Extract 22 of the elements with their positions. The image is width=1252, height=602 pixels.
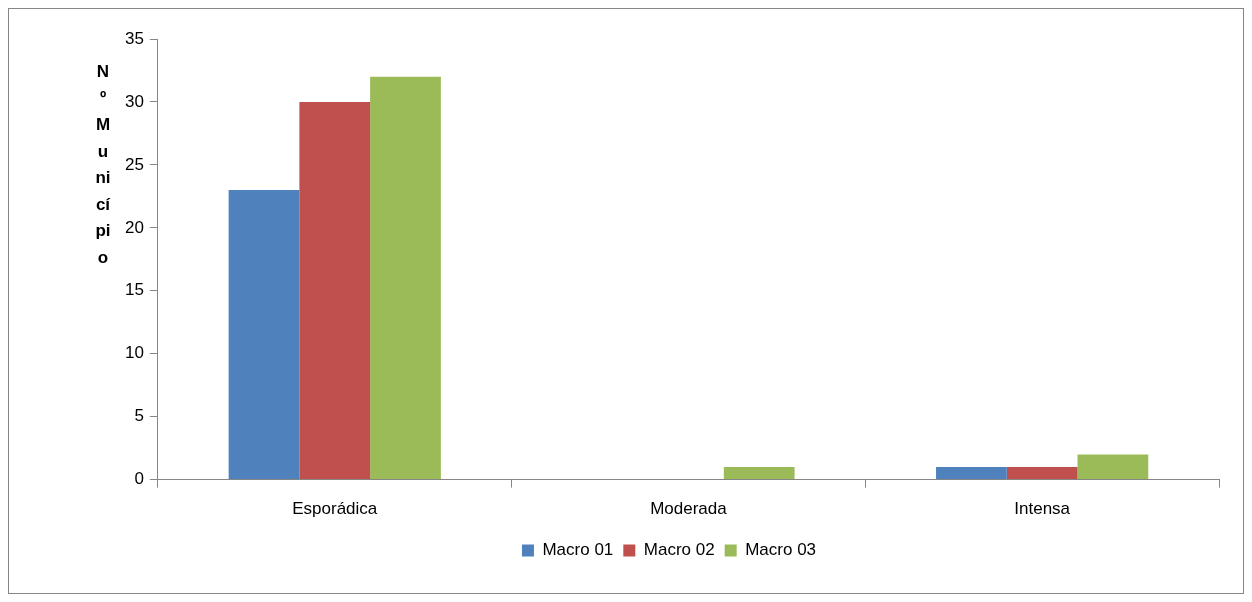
bar — [228, 190, 300, 480]
y-tick-label: 35 — [124, 28, 144, 48]
y-axis-title: Nº Município — [95, 61, 111, 269]
legend-label: Macro 01 — [542, 540, 614, 560]
x-tick-label: Intensa — [1014, 499, 1071, 519]
y-tick-label: 15 — [124, 280, 144, 300]
x-tick-label: Esporádica — [292, 499, 378, 519]
y-tick-label: 10 — [124, 343, 144, 363]
y-tick-label: 20 — [124, 217, 144, 237]
y-tick-label: 5 — [134, 406, 144, 426]
legend-label: Macro 02 — [643, 540, 715, 560]
bar — [723, 467, 795, 480]
bar — [370, 76, 441, 480]
bar — [936, 467, 1007, 480]
y-tick-label: 30 — [124, 91, 144, 111]
x-tick-label: Moderada — [650, 499, 728, 519]
bar — [1077, 454, 1149, 480]
bar — [1006, 467, 1078, 480]
y-tick-label: 0 — [134, 469, 144, 489]
legend-label: Macro 03 — [745, 540, 817, 560]
bar — [299, 101, 371, 480]
y-tick-label: 25 — [124, 154, 144, 174]
